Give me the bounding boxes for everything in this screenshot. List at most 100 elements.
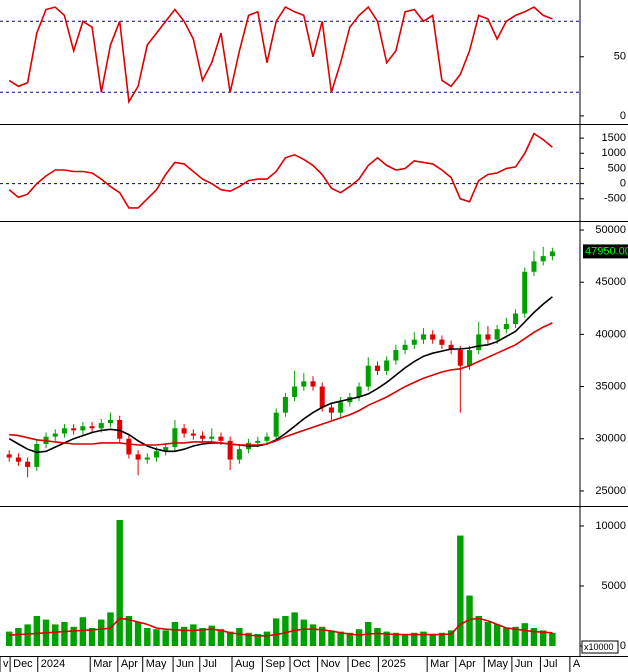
y-tick-label: 40000 — [595, 328, 626, 340]
x-tick-label: v — [3, 658, 9, 670]
candle-body — [71, 428, 77, 431]
candle-body — [411, 339, 417, 345]
candle-body — [310, 381, 316, 387]
candle-body — [292, 386, 298, 397]
y-tick-label: 0 — [620, 640, 626, 652]
volume-bar — [208, 625, 215, 646]
volume-bar — [88, 627, 96, 646]
volume-bar — [125, 615, 133, 646]
candle-body — [282, 396, 288, 413]
x-tick-label: Dec — [351, 658, 371, 670]
candle-body — [319, 386, 325, 408]
volume-bar — [438, 632, 446, 646]
volume-bar — [374, 627, 381, 646]
y-tick-label: 45000 — [595, 276, 626, 288]
last-price-label: 47950.00 — [585, 245, 628, 257]
candle-body — [365, 365, 371, 387]
volume-bar — [521, 623, 528, 646]
volume-bar — [291, 612, 298, 646]
x-tick-label: Mar — [93, 658, 112, 670]
candle-body — [439, 339, 445, 345]
x-tick-label: Jul — [203, 658, 217, 670]
candle-body — [384, 360, 390, 371]
volume-bar — [199, 627, 206, 646]
y-tick-label: 50 — [614, 51, 626, 63]
candle-body — [52, 433, 58, 437]
unit-box — [581, 640, 619, 654]
volume-bar — [466, 595, 473, 646]
volume-bar — [52, 624, 59, 646]
volume-bar — [70, 626, 77, 646]
candle-body — [61, 428, 67, 434]
candle-body — [402, 344, 408, 351]
volume-bar — [254, 633, 261, 646]
volume-bar — [236, 627, 243, 646]
volume-bar — [319, 626, 326, 646]
candle-body — [513, 313, 519, 324]
candle-body — [190, 433, 196, 436]
candle-body — [448, 344, 454, 351]
candle-body — [457, 350, 463, 366]
volume-bar — [134, 621, 142, 646]
candle-body — [25, 461, 31, 467]
last-price-box — [583, 244, 628, 259]
x-tick-label: Mar — [430, 658, 449, 670]
volume-bar — [190, 624, 197, 646]
x-tick-label: A — [573, 658, 581, 670]
volume-bar — [107, 612, 114, 646]
candle-body — [126, 438, 132, 455]
volume-bar — [98, 619, 105, 646]
volume-bar — [447, 630, 455, 646]
plot-area — [0, 5, 580, 646]
candle-body — [227, 440, 233, 460]
volume-bar — [24, 624, 31, 646]
y-tick-label: 10000 — [595, 520, 626, 532]
volume-bar — [549, 632, 556, 646]
volume-bar — [33, 615, 41, 646]
y-tick-label: 0 — [620, 178, 626, 190]
volume-bar — [530, 627, 538, 646]
candle-body — [393, 350, 399, 361]
indicator-line — [9, 617, 553, 637]
volume-bar — [180, 626, 188, 646]
candle-body — [117, 419, 123, 439]
volume-bar — [162, 630, 169, 646]
volume-bar — [401, 633, 409, 646]
volume-bar — [346, 632, 354, 646]
volume-bar — [5, 631, 13, 646]
x-tick-label: Nov — [321, 658, 341, 670]
volume-bar — [171, 621, 179, 646]
x-tick-label: Jul — [543, 658, 557, 670]
candle-body — [107, 419, 114, 424]
volume-bar — [144, 627, 151, 646]
candle-body — [200, 435, 206, 439]
volume-bar — [503, 627, 510, 646]
volume-bar — [475, 615, 482, 646]
y-tick-label: 500 — [608, 162, 626, 174]
volume-bar — [263, 631, 271, 646]
volume-bar — [328, 630, 335, 646]
candle-body — [503, 323, 509, 330]
candle-body — [209, 436, 215, 439]
candle-body — [80, 426, 86, 431]
x-tick-label: 2025 — [381, 658, 405, 670]
candle-body — [34, 443, 40, 467]
candle-body — [540, 256, 546, 262]
y-tick-label: -500 — [604, 193, 626, 205]
volume-bar — [61, 621, 68, 646]
volume-bar — [245, 632, 252, 646]
y-tick-label: 0 — [620, 110, 626, 122]
volume-bar — [226, 631, 234, 646]
volume-bar — [411, 632, 418, 646]
volume-bar — [484, 621, 492, 646]
candle-body — [549, 251, 555, 257]
candle-body — [522, 271, 528, 314]
x-tick-label: May — [487, 658, 508, 670]
y-tick-label: 30000 — [595, 433, 626, 445]
volume-bar — [79, 617, 87, 646]
volume-bar — [309, 624, 317, 646]
volume-bar — [355, 629, 363, 646]
y-tick-label: 1500 — [602, 132, 626, 144]
volume-bar — [337, 631, 344, 646]
